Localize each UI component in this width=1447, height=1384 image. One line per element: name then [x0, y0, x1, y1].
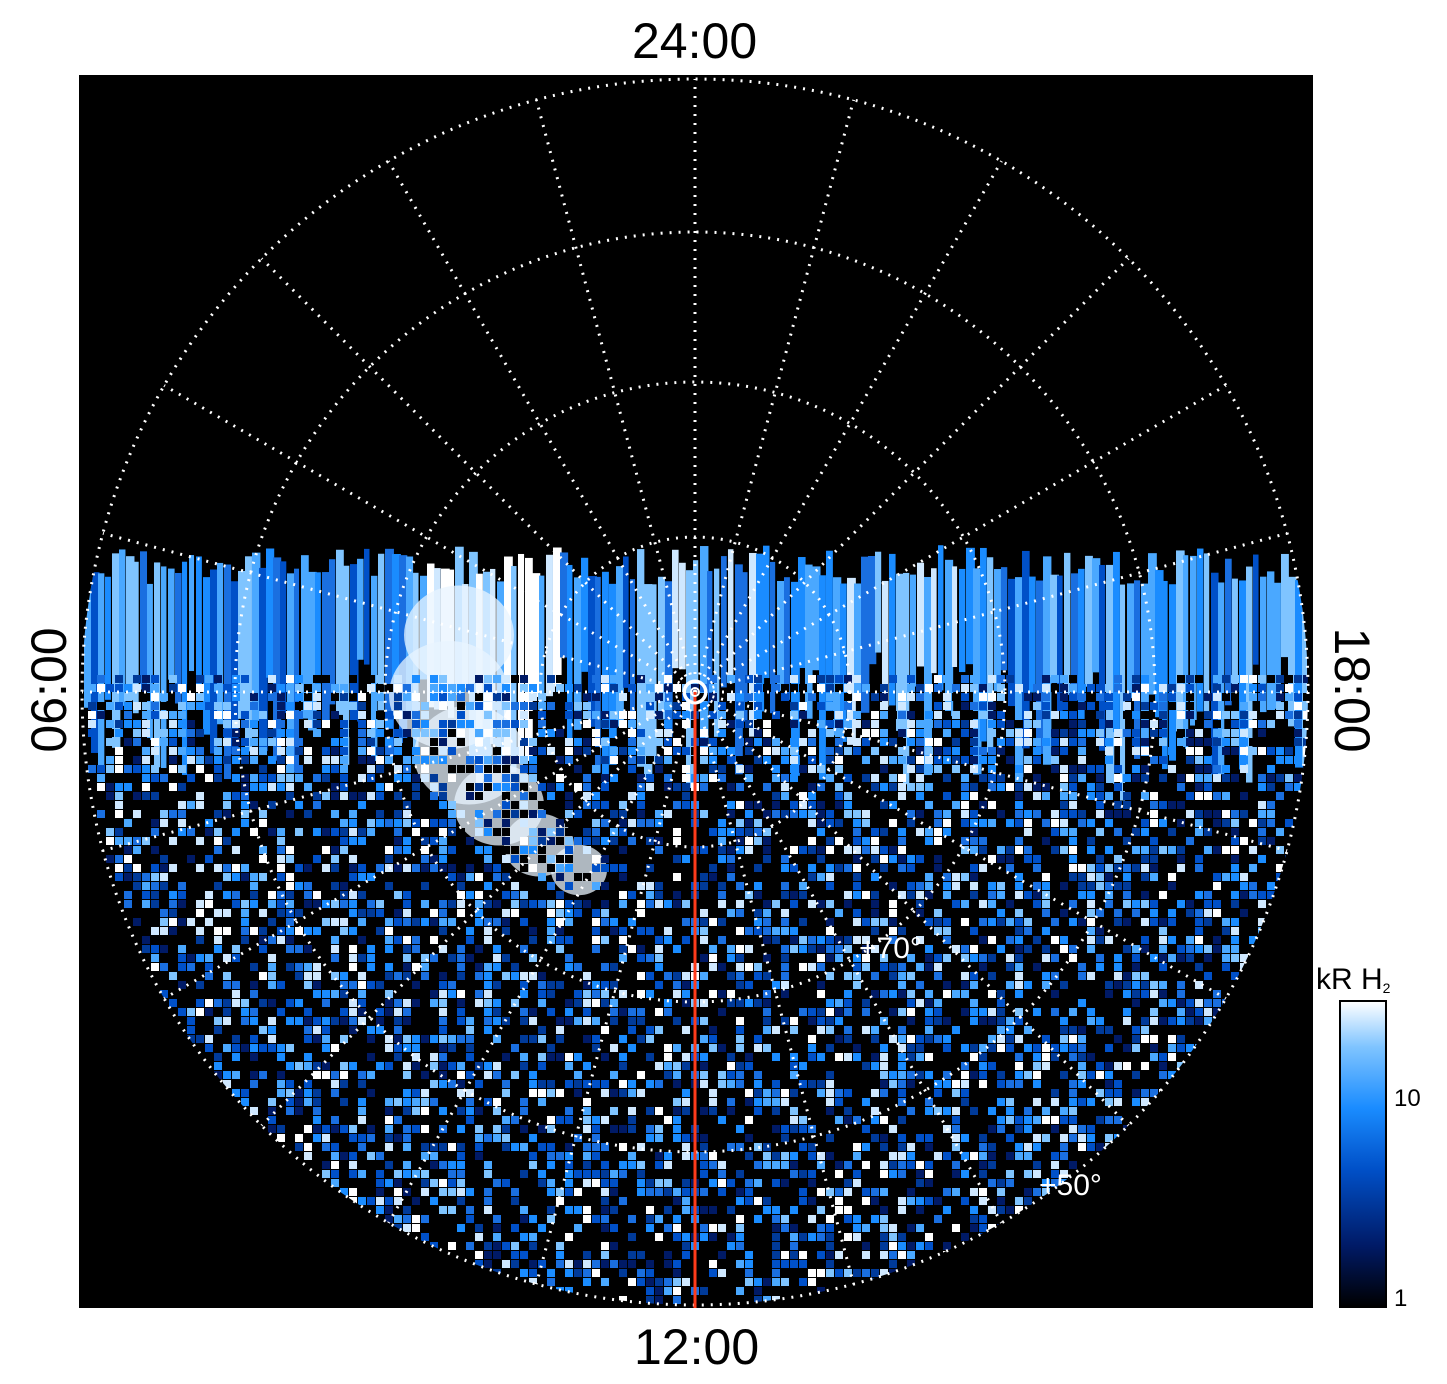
longitude-line — [694, 690, 1227, 1000]
colorbar-tick-10: 10 — [1394, 1085, 1421, 1112]
local-time-label-right: 18:00 — [1324, 627, 1380, 753]
longitude-line — [693, 691, 856, 1285]
longitude-line — [693, 257, 1130, 694]
longitude-line — [260, 257, 697, 694]
longitude-line — [163, 384, 696, 694]
colorbar-title: kR H2 — [1316, 963, 1391, 996]
longitude-line — [260, 690, 697, 1127]
latitude-label-50: +50° — [1039, 1169, 1102, 1202]
pole-marker-inner — [690, 687, 700, 697]
longitude-line — [693, 691, 1003, 1224]
longitude-line — [102, 690, 696, 853]
latitude-label-70: +70° — [859, 932, 922, 965]
longitude-line — [694, 384, 1227, 694]
pole-marker-icon — [682, 679, 708, 705]
polar-projection-map: +70° +50° — [79, 75, 1313, 1308]
colorbar-tick-1: 1 — [1394, 1285, 1408, 1312]
longitude-line — [163, 690, 696, 1000]
longitude-line — [102, 531, 696, 694]
longitude-line — [694, 531, 1288, 694]
local-time-label-left: 06:00 — [21, 627, 77, 753]
longitude-line — [694, 690, 1288, 853]
longitude-line — [693, 99, 856, 693]
longitude-line — [693, 160, 1003, 693]
longitude-line — [693, 690, 1130, 1127]
longitude-line — [387, 160, 697, 693]
local-time-label-bottom: 12:00 — [634, 1319, 760, 1375]
auroral-emission-layer — [84, 545, 1308, 1304]
longitude-line — [534, 99, 697, 693]
longitude-line — [387, 691, 697, 1224]
longitude-line — [534, 691, 697, 1285]
colorbar — [1339, 1000, 1387, 1308]
local-time-label-top: 24:00 — [632, 13, 758, 69]
